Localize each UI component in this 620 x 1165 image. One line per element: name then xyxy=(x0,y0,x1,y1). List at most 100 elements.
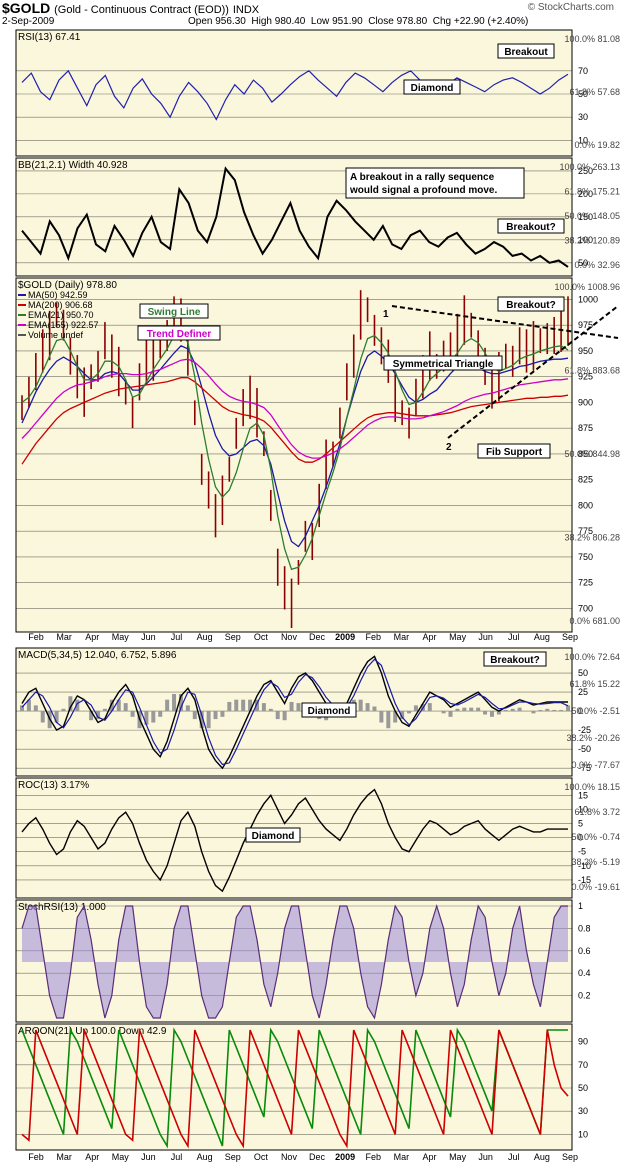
y-tick-label: 0.2 xyxy=(578,991,591,1001)
fib-label: 61.8% 15.22 xyxy=(569,679,620,689)
fib-label: 38.2% -20.26 xyxy=(566,733,620,743)
month-label: Aug xyxy=(197,632,213,642)
month-label: Feb xyxy=(28,1152,44,1162)
high-value: 980.40 xyxy=(274,16,306,27)
aroon-down-line xyxy=(21,1029,569,1149)
panel-title: ROC(13) 3.17% xyxy=(18,780,89,791)
y-tick-label: 10 xyxy=(578,135,588,145)
month-label: May xyxy=(449,1152,467,1162)
annotation-swing-line: Swing Line xyxy=(148,307,201,318)
panel-title: $GOLD (Daily) 978.80 xyxy=(18,280,117,291)
annotation-diamond-rsi: Diamond xyxy=(411,83,454,94)
annotation-breakout-bb: Breakout? xyxy=(506,222,555,233)
fib-label: 100.0% 81.08 xyxy=(564,34,620,44)
legend-entry: MA(50) 942.59 xyxy=(28,290,88,300)
month-label: Sep xyxy=(225,632,241,642)
bb-width-line xyxy=(21,166,569,268)
annotation-diamond-macd-box xyxy=(301,702,357,718)
month-label: Dec xyxy=(309,632,326,642)
y-tick-label: 0.4 xyxy=(578,968,591,978)
y-tick-label: 1000 xyxy=(578,294,598,304)
y-tick-label: 1 xyxy=(578,901,583,911)
y-tick-label: 200 xyxy=(578,189,593,199)
macd-signal-line xyxy=(21,658,569,766)
panel-title: AROON(21) Up 100.0 Down 42.9 xyxy=(18,1026,167,1037)
month-label: Oct xyxy=(254,1152,269,1162)
month-label: Feb xyxy=(28,632,44,642)
y-tick-label: 10 xyxy=(578,804,588,814)
month-label: Sep xyxy=(562,632,578,642)
fib-label: 61.8% 883.68 xyxy=(564,366,620,376)
fib-label: 38.2% 120.89 xyxy=(564,236,620,246)
panel-title: RSI(13) 67.41 xyxy=(18,32,81,43)
y-tick-label: 50 xyxy=(578,1083,588,1093)
description: (Gold - Continuous Contract (EOD)) xyxy=(54,4,229,16)
month-label: Mar xyxy=(394,1152,410,1162)
fib-label: 50.0% 844.98 xyxy=(564,449,620,459)
low-value: 951.90 xyxy=(332,16,363,27)
annotation-note-box xyxy=(345,167,525,199)
y-tick-label: 50 xyxy=(578,89,588,99)
date: 2-Sep-2009 xyxy=(2,16,55,27)
panel-title: BB(21,2.1) Width 40.928 xyxy=(18,160,128,171)
annotation-fib-support-box xyxy=(477,443,551,459)
legend-entry: EMA(21) 950.70 xyxy=(28,310,94,320)
y-tick-label: 700 xyxy=(578,603,593,613)
close-value: 978.80 xyxy=(396,16,428,27)
rsi-line xyxy=(21,69,569,121)
y-tick-label: 775 xyxy=(578,526,593,536)
y-tick-label: 800 xyxy=(578,500,593,510)
y-tick-label: 50 xyxy=(578,668,588,678)
month-label: Jul xyxy=(171,632,183,642)
annotation-diamond-rsi-box xyxy=(403,79,461,95)
y-tick-label: 70 xyxy=(578,66,588,76)
y-tick-label: 875 xyxy=(578,423,593,433)
fib-label: 61.8% 3.72 xyxy=(574,807,620,817)
fib-label: 100.0% 18.15 xyxy=(564,782,620,792)
legend-entry: MA(200) 906.68 xyxy=(28,300,93,310)
triangle-lower-line xyxy=(447,305,619,439)
month-label: Apr xyxy=(85,632,99,642)
month-label: May xyxy=(112,632,130,642)
panel-title: MACD(5,34,5) 12.040, 6.752, 5.896 xyxy=(18,650,177,661)
y-tick-label: 0.8 xyxy=(578,923,591,933)
y-tick-label: 0 xyxy=(578,706,583,716)
month-label: Aug xyxy=(534,632,550,642)
close-label: Close xyxy=(368,16,394,27)
month-label: 2009 xyxy=(335,632,355,642)
ma200-line xyxy=(21,377,569,465)
annotation-breakout-bb-box xyxy=(497,218,565,234)
annotation-trend-definer: Trend Definer xyxy=(147,329,212,340)
annotation-symmetrical-triangle-box xyxy=(383,355,503,371)
annotation-breakout-macd-box xyxy=(483,651,547,667)
ema21-line xyxy=(21,329,569,571)
y-tick-label: 850 xyxy=(578,449,593,459)
month-label: Jun xyxy=(141,1152,156,1162)
month-label: Mar xyxy=(394,632,410,642)
month-label: Mar xyxy=(56,632,72,642)
month-label: Feb xyxy=(366,1152,382,1162)
month-label: Aug xyxy=(534,1152,550,1162)
month-label: Apr xyxy=(422,1152,436,1162)
month-label: Feb xyxy=(366,632,382,642)
y-tick-label: 70 xyxy=(578,1060,588,1070)
month-label: 2009 xyxy=(335,1152,355,1162)
annotation-point-1: 1 xyxy=(383,309,389,320)
fib-label: 38.2% -5.19 xyxy=(571,857,620,867)
annotation-point-2: 2 xyxy=(446,442,452,453)
y-tick-label: 900 xyxy=(578,397,593,407)
ema155-line xyxy=(21,358,569,459)
annotation-diamond-macd: Diamond xyxy=(308,706,351,717)
annotation-fib-support: Fib Support xyxy=(486,447,543,458)
y-tick-label: 90 xyxy=(578,1037,588,1047)
fib-label: 100.0% 72.64 xyxy=(564,652,620,662)
y-tick-label: 30 xyxy=(578,112,588,122)
annotation-breakout-rsi: Breakout xyxy=(504,47,548,58)
month-label: Jul xyxy=(508,632,520,642)
annotation-swing-line-box xyxy=(139,303,209,319)
ticker: $GOLD xyxy=(2,0,51,16)
stochrsi-line xyxy=(21,903,568,1020)
y-tick-label: -10 xyxy=(578,861,591,871)
fib-label: 50.0% -0.74 xyxy=(571,832,620,842)
